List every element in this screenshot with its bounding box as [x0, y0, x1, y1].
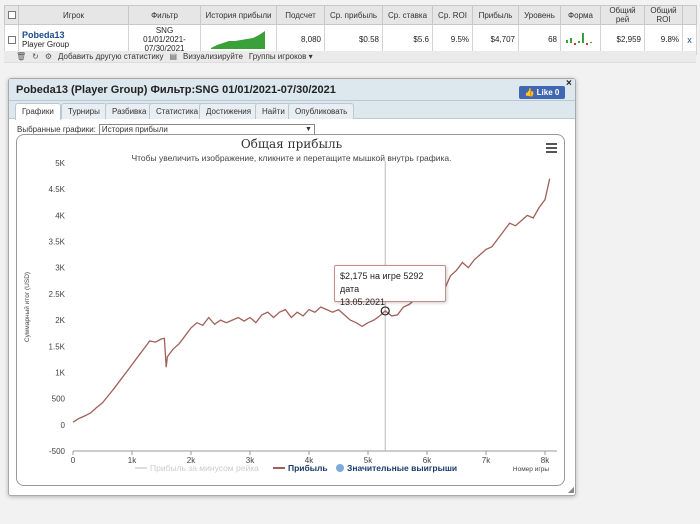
- y-tick-label: 0: [61, 421, 66, 430]
- x-tick-label: 7k: [482, 456, 491, 465]
- x-tick-label: 2k: [187, 456, 196, 465]
- avg-roi-cell: 9.5%: [432, 24, 473, 55]
- x-tick-label: 1k: [128, 456, 137, 465]
- col-profit[interactable]: Прибыль: [472, 5, 519, 25]
- player-dialog: Pobeda13 (Player Group) Фильтр:SNG 01/01…: [8, 78, 576, 496]
- col-player[interactable]: Игрок: [18, 5, 129, 25]
- refresh-icon[interactable]: ↻: [32, 52, 39, 61]
- profit-series-line: [72, 178, 551, 423]
- y-tick-label: -500: [49, 447, 66, 456]
- table-header-row: Игрок Фильтр История прибыли Подсчет Ср.…: [4, 5, 697, 25]
- player-group: Player Group: [22, 40, 70, 49]
- y-tick-label: 3.5K: [49, 238, 66, 247]
- y-tick-label: 4K: [55, 211, 65, 220]
- filter-date-end: 07/30/2021: [144, 44, 185, 53]
- y-tick-label: 5K: [55, 159, 65, 168]
- chart-menu-icon[interactable]: [546, 143, 557, 155]
- total-rake-cell: $2,959: [600, 24, 645, 55]
- col-avg-stake[interactable]: Ср. ставка: [382, 5, 433, 25]
- row-checkbox[interactable]: [4, 24, 19, 55]
- avg-stake-cell: $5.6: [382, 24, 433, 55]
- form-cell: [560, 24, 601, 55]
- thumb-icon: 👍: [524, 88, 535, 97]
- tab-statistics[interactable]: Статистика: [149, 103, 206, 119]
- tooltip-line-2: 13.05.2021: [340, 297, 386, 307]
- y-axis-label: Суммарный итог (USD): [23, 272, 31, 342]
- col-total-roi[interactable]: Общий ROI: [644, 5, 683, 25]
- dialog-title: Pobeda13 (Player Group) Фильтр:SNG 01/01…: [16, 84, 336, 96]
- player-name-link[interactable]: Pobeda13: [22, 30, 65, 40]
- tab-tournaments[interactable]: Турниры: [61, 103, 107, 119]
- tab-find[interactable]: Найти: [255, 103, 292, 119]
- resize-handle-icon[interactable]: ◢: [567, 485, 574, 494]
- add-stats-icon[interactable]: ⚙: [44, 52, 53, 61]
- profit-cell: $4,707: [472, 24, 519, 55]
- stats-table: Игрок Фильтр История прибыли Подсчет Ср.…: [4, 5, 697, 55]
- select-all-checkbox[interactable]: [4, 5, 19, 25]
- x-tick-label: 0: [71, 456, 76, 465]
- y-tick-label: 3K: [55, 264, 65, 273]
- x-tick-label: 8k: [541, 456, 550, 465]
- col-count[interactable]: Подсчет: [276, 5, 325, 25]
- col-form[interactable]: Форма: [560, 5, 601, 25]
- col-avg-profit[interactable]: Ср. прибыль: [324, 5, 383, 25]
- table-toolbar: 🗑 ↻ ⚙ Добавить другую статистику ▤ Визуа…: [4, 51, 696, 63]
- x-axis-label: Номер игры: [513, 466, 549, 473]
- x-tick-label: 3k: [246, 456, 255, 465]
- visualize-link[interactable]: Визуализируйте: [183, 52, 243, 61]
- col-avg-roi[interactable]: Ср. ROI: [432, 5, 473, 25]
- level-cell: 68: [518, 24, 561, 55]
- col-total-rake[interactable]: Общий рей: [600, 5, 645, 25]
- legend-item-profit[interactable]: Прибыль: [273, 463, 328, 473]
- chart-selector-label: Выбранные графики:: [17, 125, 96, 134]
- chart-plot: -500 0 500 1K 1.5K 2K 2.5K 3K 3.5K 4K 4.5K 5K 0 1k 2k 3…: [23, 159, 557, 473]
- y-tick-label: 500: [52, 395, 66, 404]
- x-tick-label: 4k: [305, 456, 314, 465]
- dialog-header[interactable]: Pobeda13 (Player Group) Фильтр:SNG 01/01…: [9, 78, 575, 101]
- chart-tooltip: $2,175 на игре 5292 дата 13.05.2021: [334, 265, 446, 307]
- tab-publish[interactable]: Опубликовать: [288, 103, 355, 119]
- facebook-like-button[interactable]: 👍 Like 0: [519, 86, 565, 99]
- y-tick-label: 4.5K: [49, 185, 66, 194]
- hover-point: [380, 306, 390, 316]
- legend-item-profit-minus-rake[interactable]: Прибыль за минусом рейка: [135, 463, 259, 473]
- profit-sparkline: [210, 30, 265, 49]
- count-cell: 8,080: [276, 24, 325, 55]
- total-roi-cell: 9.8%: [644, 24, 683, 55]
- col-filter[interactable]: Фильтр: [128, 5, 201, 25]
- table-row: Pobeda13 Player Group SNG 01/01/2021- 07…: [4, 24, 697, 55]
- y-tick-label: 2K: [55, 316, 65, 325]
- avg-profit-cell: $0.58: [324, 24, 383, 55]
- trash-icon[interactable]: 🗑: [16, 52, 27, 61]
- y-tick-label: 1K: [55, 368, 65, 377]
- chart-subtitle: Чтобы увеличить изображение, кликните и …: [131, 153, 452, 163]
- profit-chart[interactable]: Общая прибыль Чтобы увеличить изображени…: [16, 134, 565, 486]
- legend-item-big-wins[interactable]: Значительные выигрыши: [336, 463, 457, 473]
- y-tick-label: 1.5K: [49, 342, 66, 351]
- player-groups-dropdown[interactable]: Группы игроков ▾: [248, 52, 313, 61]
- chevron-down-icon: ▼: [304, 126, 312, 133]
- profit-sparkline-cell[interactable]: [200, 24, 277, 55]
- chart-title: Общая прибыль: [240, 137, 343, 151]
- form-bars: [566, 32, 592, 45]
- tab-achievements[interactable]: Достижения: [199, 103, 259, 119]
- dialog-tabs: Графики Турниры Разбивка Статистика Дост…: [9, 101, 575, 120]
- player-cell: Pobeda13 Player Group: [18, 24, 129, 55]
- col-level[interactable]: Уровень: [518, 5, 561, 25]
- col-profit-history[interactable]: История прибыли: [200, 5, 277, 25]
- tooltip-line-1: $2,175 на игре 5292 дата: [340, 271, 424, 294]
- x-tick-label: 5k: [364, 456, 373, 465]
- y-tick-label: 2.5K: [49, 290, 66, 299]
- close-icon[interactable]: ×: [566, 78, 572, 89]
- chart-icon: ▤: [169, 52, 178, 61]
- filter-date-start: 01/01/2021-: [143, 35, 186, 44]
- filter-cell: SNG 01/01/2021- 07/30/2021: [128, 24, 201, 55]
- x-tick-label: 6k: [423, 456, 432, 465]
- add-stats-link[interactable]: Добавить другую статистику: [58, 52, 164, 61]
- remove-row-button[interactable]: x: [682, 24, 697, 55]
- tab-charts[interactable]: Графики: [15, 103, 61, 120]
- filter-type: SNG: [155, 26, 174, 35]
- tab-breakdown[interactable]: Разбивка: [105, 103, 154, 119]
